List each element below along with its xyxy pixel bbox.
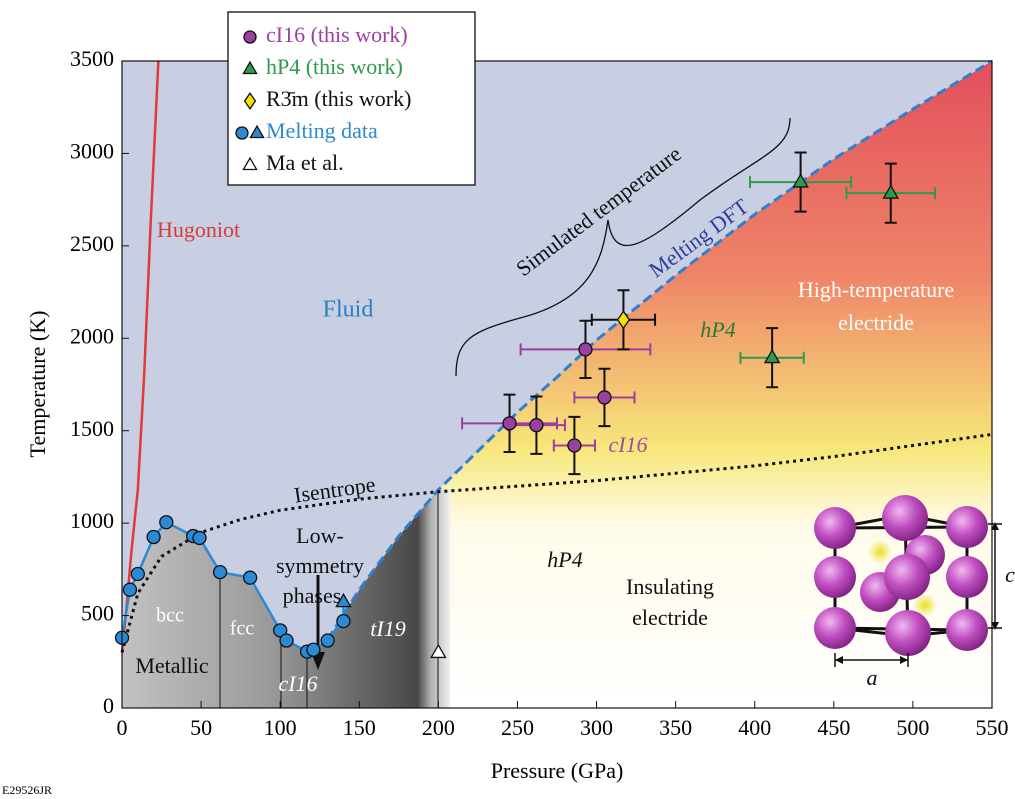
point [579,343,592,356]
x-tick-label: 450 [817,715,850,740]
annotation: Fluid [323,297,374,323]
point [131,567,144,580]
x-tick-label: 300 [580,715,613,740]
legend-label: R3̄m (this work) [266,86,411,111]
annotation: High-temperature [798,277,954,302]
x-tick-label: 50 [190,715,212,740]
x-tick-label: 200 [422,715,455,740]
annotation: a [867,665,878,690]
point [244,571,257,584]
annotation: Low- [296,523,344,548]
page: {"chart_data": {"type": "scatter", "xlab… [0,0,1015,799]
y-tick-label: 1000 [70,508,114,533]
x-tick-label: 100 [264,715,297,740]
point [598,391,611,404]
x-tick-label: 350 [659,715,692,740]
legend-label: Ma et al. [266,150,344,175]
y-tick-label: 2000 [70,323,114,348]
point [321,634,334,647]
y-tick-label: 500 [81,601,114,626]
point [160,516,173,529]
y-tick-label: 3500 [70,46,114,71]
annotation: cI16 [278,671,317,696]
x-tick-label: 250 [501,715,534,740]
annotation: electride [838,310,914,335]
x-tick-label: 400 [738,715,771,740]
point [568,439,581,452]
point [193,531,206,544]
annotation: Insulating [626,574,714,599]
point [147,531,160,544]
point [503,417,516,430]
crystal-inset [814,495,1002,667]
point [337,615,350,628]
annotation: cI16 [608,432,647,457]
x-tick-label: 0 [117,715,128,740]
y-tick-label: 1500 [70,416,114,441]
annotation: bcc [156,605,184,627]
annotation: hP4 [547,547,582,572]
y-tick-label: 2500 [70,231,114,256]
annotation: c [1005,562,1015,587]
x-tick-label: 550 [976,715,1009,740]
x-tick-label: 500 [896,715,929,740]
atoms [814,495,988,656]
y-tick-label: 0 [103,693,114,718]
y-axis-label: Temperature (K) [25,311,50,458]
annotation: Metallic [135,653,209,678]
curve-label: Hugoniot [157,217,240,242]
annotation: fcc [230,618,255,640]
annotation: hP4 [700,317,735,342]
point [123,583,136,596]
legend-label: Melting data [266,118,378,143]
footnote: E29526JR [2,783,52,797]
y-tick-label: 3000 [70,138,114,163]
point [214,566,227,579]
legend-label: hP4 (this work) [266,54,403,79]
anion [868,540,892,564]
legend-marker [244,31,256,43]
annotation: symmetry [276,553,364,578]
annotation: electride [632,605,708,630]
chart: HugoniotMelting DFTIsentropeFluidSimulat… [0,0,1015,799]
legend-marker [236,127,248,139]
annotation: tI19 [370,616,405,641]
x-tick-label: 150 [343,715,376,740]
annotation: phases [283,583,342,608]
point [280,634,293,647]
point [530,419,543,432]
legend: cI16 (this work) hP4 (this work) R3̄m (thi… [228,12,475,185]
x-axis-label: Pressure (GPa) [491,758,624,783]
point [307,643,320,656]
legend-label: cI16 (this work) [266,22,408,47]
